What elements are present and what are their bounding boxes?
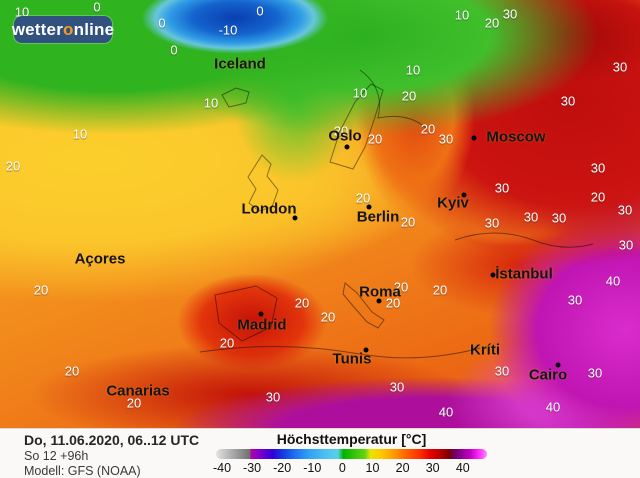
forecast-info: Do, 11.06.2020, 06..12 UTC So 12 +96h Mo… bbox=[24, 432, 199, 478]
forecast-step: So 12 +96h bbox=[24, 449, 89, 463]
temperature-value-label: 0 bbox=[170, 42, 178, 58]
temperature-value-label: 30 bbox=[494, 180, 510, 196]
city-label: Tunis bbox=[332, 350, 372, 368]
temperature-value-label: 10 bbox=[14, 4, 30, 20]
temperature-value-label: 20 bbox=[64, 363, 80, 379]
temperature-value-label: 10 bbox=[405, 62, 421, 78]
city-label: Roma bbox=[359, 283, 401, 301]
city-label: Açores bbox=[74, 250, 126, 268]
wetteronline-logo[interactable]: wetter o nline bbox=[11, 16, 115, 43]
city-label: İstanbul bbox=[495, 265, 553, 283]
temperature-value-label: 20 bbox=[5, 158, 21, 174]
temperature-value-label: 30 bbox=[618, 237, 634, 253]
forecast-model: Modell: GFS (NOAA) bbox=[24, 464, 141, 478]
legend-tick-label: 40 bbox=[455, 461, 470, 475]
temperature-value-label: 20 bbox=[401, 88, 417, 104]
temperature-value-label: 20 bbox=[367, 131, 383, 147]
legend-ticks: -40 -30 -20 -10 0 10 20 30 40 bbox=[212, 461, 487, 477]
temperature-value-label: 20 bbox=[320, 309, 336, 325]
city-dot bbox=[490, 272, 496, 278]
city-label: Cairo bbox=[528, 366, 568, 384]
temperature-value-label: 40 bbox=[605, 273, 621, 289]
legend-color-scale bbox=[216, 449, 487, 459]
temperature-value-label: -10 bbox=[218, 22, 238, 38]
city-label: Madrid bbox=[237, 316, 287, 334]
city-label: Kríti bbox=[470, 341, 500, 359]
city-label: Canarias bbox=[106, 382, 170, 400]
city-label: London bbox=[241, 200, 297, 218]
temperature-value-label: 20 bbox=[400, 214, 416, 230]
temperature-value-label: 10 bbox=[72, 126, 88, 142]
legend-tick-label: -40 bbox=[212, 461, 232, 475]
legend-tick-label: 20 bbox=[395, 461, 410, 475]
city-dot bbox=[366, 204, 372, 210]
city-label: Berlin bbox=[356, 208, 400, 226]
legend-tick-label: 30 bbox=[425, 461, 440, 475]
temperature-value-label: 10 bbox=[352, 85, 368, 101]
temperature-value-label: 20 bbox=[219, 335, 235, 351]
map: 10 0 0 -10 0 0 10 10 20 10 10 20 20 10 20 30 30 20 30 20 30 3… bbox=[0, 0, 640, 428]
temperature-value-label: 30 bbox=[612, 59, 628, 75]
legend-title: Höchsttemperatur [°C] bbox=[276, 431, 427, 447]
temperature-value-label: 20 bbox=[333, 123, 349, 139]
temperature-value-label: 10 bbox=[203, 95, 219, 111]
city-dot bbox=[471, 135, 477, 141]
temperature-value-label: 0 bbox=[256, 3, 264, 19]
temperature-value-label: 20 bbox=[420, 121, 436, 137]
temperature-value-label: 30 bbox=[389, 379, 405, 395]
temperature-value-label: 30 bbox=[438, 131, 454, 147]
legend-tick-label: 10 bbox=[365, 461, 380, 475]
temperature-legend: Höchsttemperatur [°C] -40 -30 -20 -10 0 10 20 3… bbox=[212, 431, 487, 477]
city-label: Moscow bbox=[486, 128, 546, 146]
logo-text-nline: nline bbox=[73, 19, 115, 39]
city-dot bbox=[461, 192, 467, 198]
city-dot bbox=[292, 215, 298, 221]
temperature-value-label: 20 bbox=[432, 282, 448, 298]
legend-tick-label: -10 bbox=[303, 461, 322, 475]
temperature-value-label: 30 bbox=[494, 363, 510, 379]
temperature-value-label: 0 bbox=[158, 15, 166, 31]
temperature-value-label: 20 bbox=[294, 295, 310, 311]
legend-tick-label: 0 bbox=[338, 461, 346, 475]
logo-text-o: o bbox=[63, 19, 74, 39]
temperature-value-label: 30 bbox=[560, 93, 576, 109]
legend-tick-label: -30 bbox=[243, 461, 262, 475]
temperature-value-label: 30 bbox=[502, 6, 518, 22]
temperature-value-label: 0 bbox=[93, 0, 101, 15]
temperature-value-label: 30 bbox=[567, 292, 583, 308]
logo-text-wetter: wetter bbox=[11, 19, 64, 39]
city-dot bbox=[376, 298, 382, 304]
city-label: Kyiv bbox=[437, 194, 469, 212]
temperature-value-label: 30 bbox=[617, 202, 633, 218]
city-dot bbox=[258, 311, 264, 317]
city-label: Oslo bbox=[328, 127, 362, 145]
temperature-value-label: 20 bbox=[126, 395, 142, 411]
forecast-datetime: Do, 11.06.2020, 06..12 UTC bbox=[24, 432, 200, 448]
temperature-value-label: 30 bbox=[523, 209, 539, 225]
temperature-value-label: 40 bbox=[438, 404, 454, 420]
temperature-value-label: 20 bbox=[393, 279, 409, 295]
temperature-value-label: 20 bbox=[355, 190, 371, 206]
temperature-value-label: 30 bbox=[590, 160, 606, 176]
temperature-value-label: 20 bbox=[590, 189, 606, 205]
city-label: Iceland bbox=[214, 55, 266, 73]
temperature-value-label: 30 bbox=[265, 389, 281, 405]
temperature-value-label: 20 bbox=[33, 282, 49, 298]
temperature-value-label: 30 bbox=[484, 215, 500, 231]
legend-tick-label: -20 bbox=[273, 461, 292, 475]
temperature-value-label: 10 bbox=[454, 7, 470, 23]
temperature-value-label: 20 bbox=[484, 15, 500, 31]
coastlines bbox=[199, 69, 594, 359]
city-dot bbox=[363, 347, 369, 353]
temperature-value-label: 30 bbox=[551, 210, 567, 226]
footer-bar: Do, 11.06.2020, 06..12 UTC So 12 +96h Mo… bbox=[0, 428, 640, 478]
temperature-value-label: 20 bbox=[385, 295, 401, 311]
temperature-value-label: 30 bbox=[587, 365, 603, 381]
temperature-value-label: 40 bbox=[545, 399, 561, 415]
city-dot bbox=[344, 144, 350, 150]
city-dot bbox=[555, 362, 561, 368]
